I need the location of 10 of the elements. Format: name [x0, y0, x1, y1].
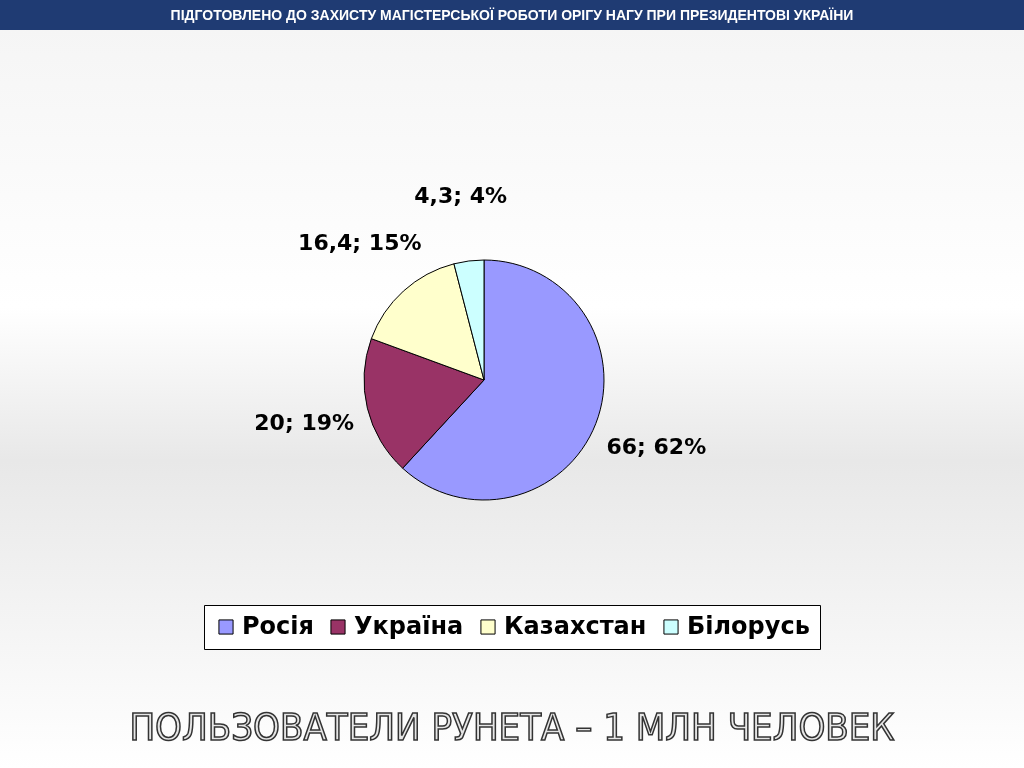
- legend-label: Білорусь: [687, 612, 810, 640]
- data-label: 4,3; 4%: [414, 183, 508, 209]
- legend-label: Україна: [354, 612, 464, 640]
- legend-label: Казахстан: [504, 612, 647, 640]
- legend-label: Росія: [242, 612, 314, 640]
- text: ПІДГОТОВЛЕНО ДО ЗАХИСТУ МАГІСТЕРСЬКОЇ РОБОТИ ОРІГУ НАГУ ПРИ ПРЕЗИДЕНТОВІ УКРАЇНИ: [0, 0, 1024, 30]
- data-label: 16,4; 15%: [298, 229, 422, 255]
- data-label: 20; 19%: [254, 410, 355, 436]
- text: ПОЛЬЗОВАТЕЛИ РУНЕТА – 1 МЛН ЧЕЛОВЕК: [128, 705, 896, 749]
- data-label: 66; 62%: [606, 434, 707, 460]
